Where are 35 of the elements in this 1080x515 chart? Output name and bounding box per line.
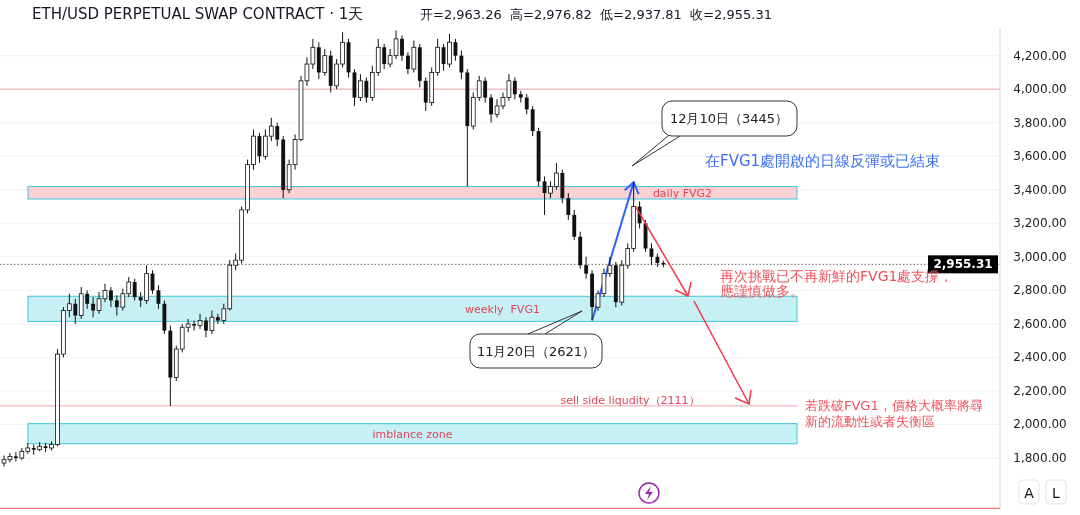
y-tick-label: 2,400.00: [1013, 350, 1067, 365]
candlestick: [459, 50, 464, 80]
candlestick: [566, 192, 571, 221]
y-tick-label: 3,000.00: [1013, 249, 1067, 264]
band-label: weekly FVG1: [465, 302, 540, 316]
y-tick-label: 2,600.00: [1013, 316, 1067, 331]
annotation: 12月10日（3445）: [669, 111, 789, 126]
y-tick-label: 2,200.00: [1013, 383, 1067, 398]
text: A: [1024, 485, 1035, 501]
candlestick: [512, 76, 517, 100]
y-tick-label: 2,800.00: [1013, 283, 1067, 298]
candlestick: [584, 256, 589, 280]
annotation: 11月20日（2621）: [476, 344, 596, 359]
annotation: 在FVG1處開啟的日線反彈或已結束: [705, 152, 941, 170]
y-tick-label: 4,200.00: [1013, 48, 1067, 63]
chart-title: ETH/USD PERPETUAL SWAP CONTRACT · 1天: [32, 5, 364, 23]
annotation: 新的流動性或者失衡區: [805, 414, 935, 429]
y-tick-label: 4,000.00: [1013, 82, 1067, 97]
text: L: [1052, 485, 1061, 501]
chart-subtitle: 开=2,963.26 高=2,976.82 低=2,937.81 收=2,955.31: [420, 7, 772, 22]
y-tick-label: 3,400.00: [1013, 182, 1067, 197]
band-label: imblance zone: [372, 427, 453, 441]
ref-line-label: sell side liqudity（2111）: [560, 393, 700, 407]
y-tick-label: 2,000.00: [1013, 417, 1067, 432]
y-tick-label: 3,800.00: [1013, 115, 1067, 130]
candlestick: [524, 93, 529, 115]
y-tick-label: 3,200.00: [1013, 216, 1067, 231]
band-label: daily FVG2: [652, 186, 713, 200]
annotation: 若跌破FVG1，價格大概率將尋: [805, 398, 983, 413]
candlestick: [530, 105, 535, 137]
y-tick-label: 1,800.00: [1013, 451, 1067, 466]
candlestick: [132, 278, 137, 301]
candlestick: [572, 209, 577, 241]
annotation: 應謹慎做多。: [720, 283, 804, 299]
y-tick-label: 3,600.00: [1013, 149, 1067, 164]
